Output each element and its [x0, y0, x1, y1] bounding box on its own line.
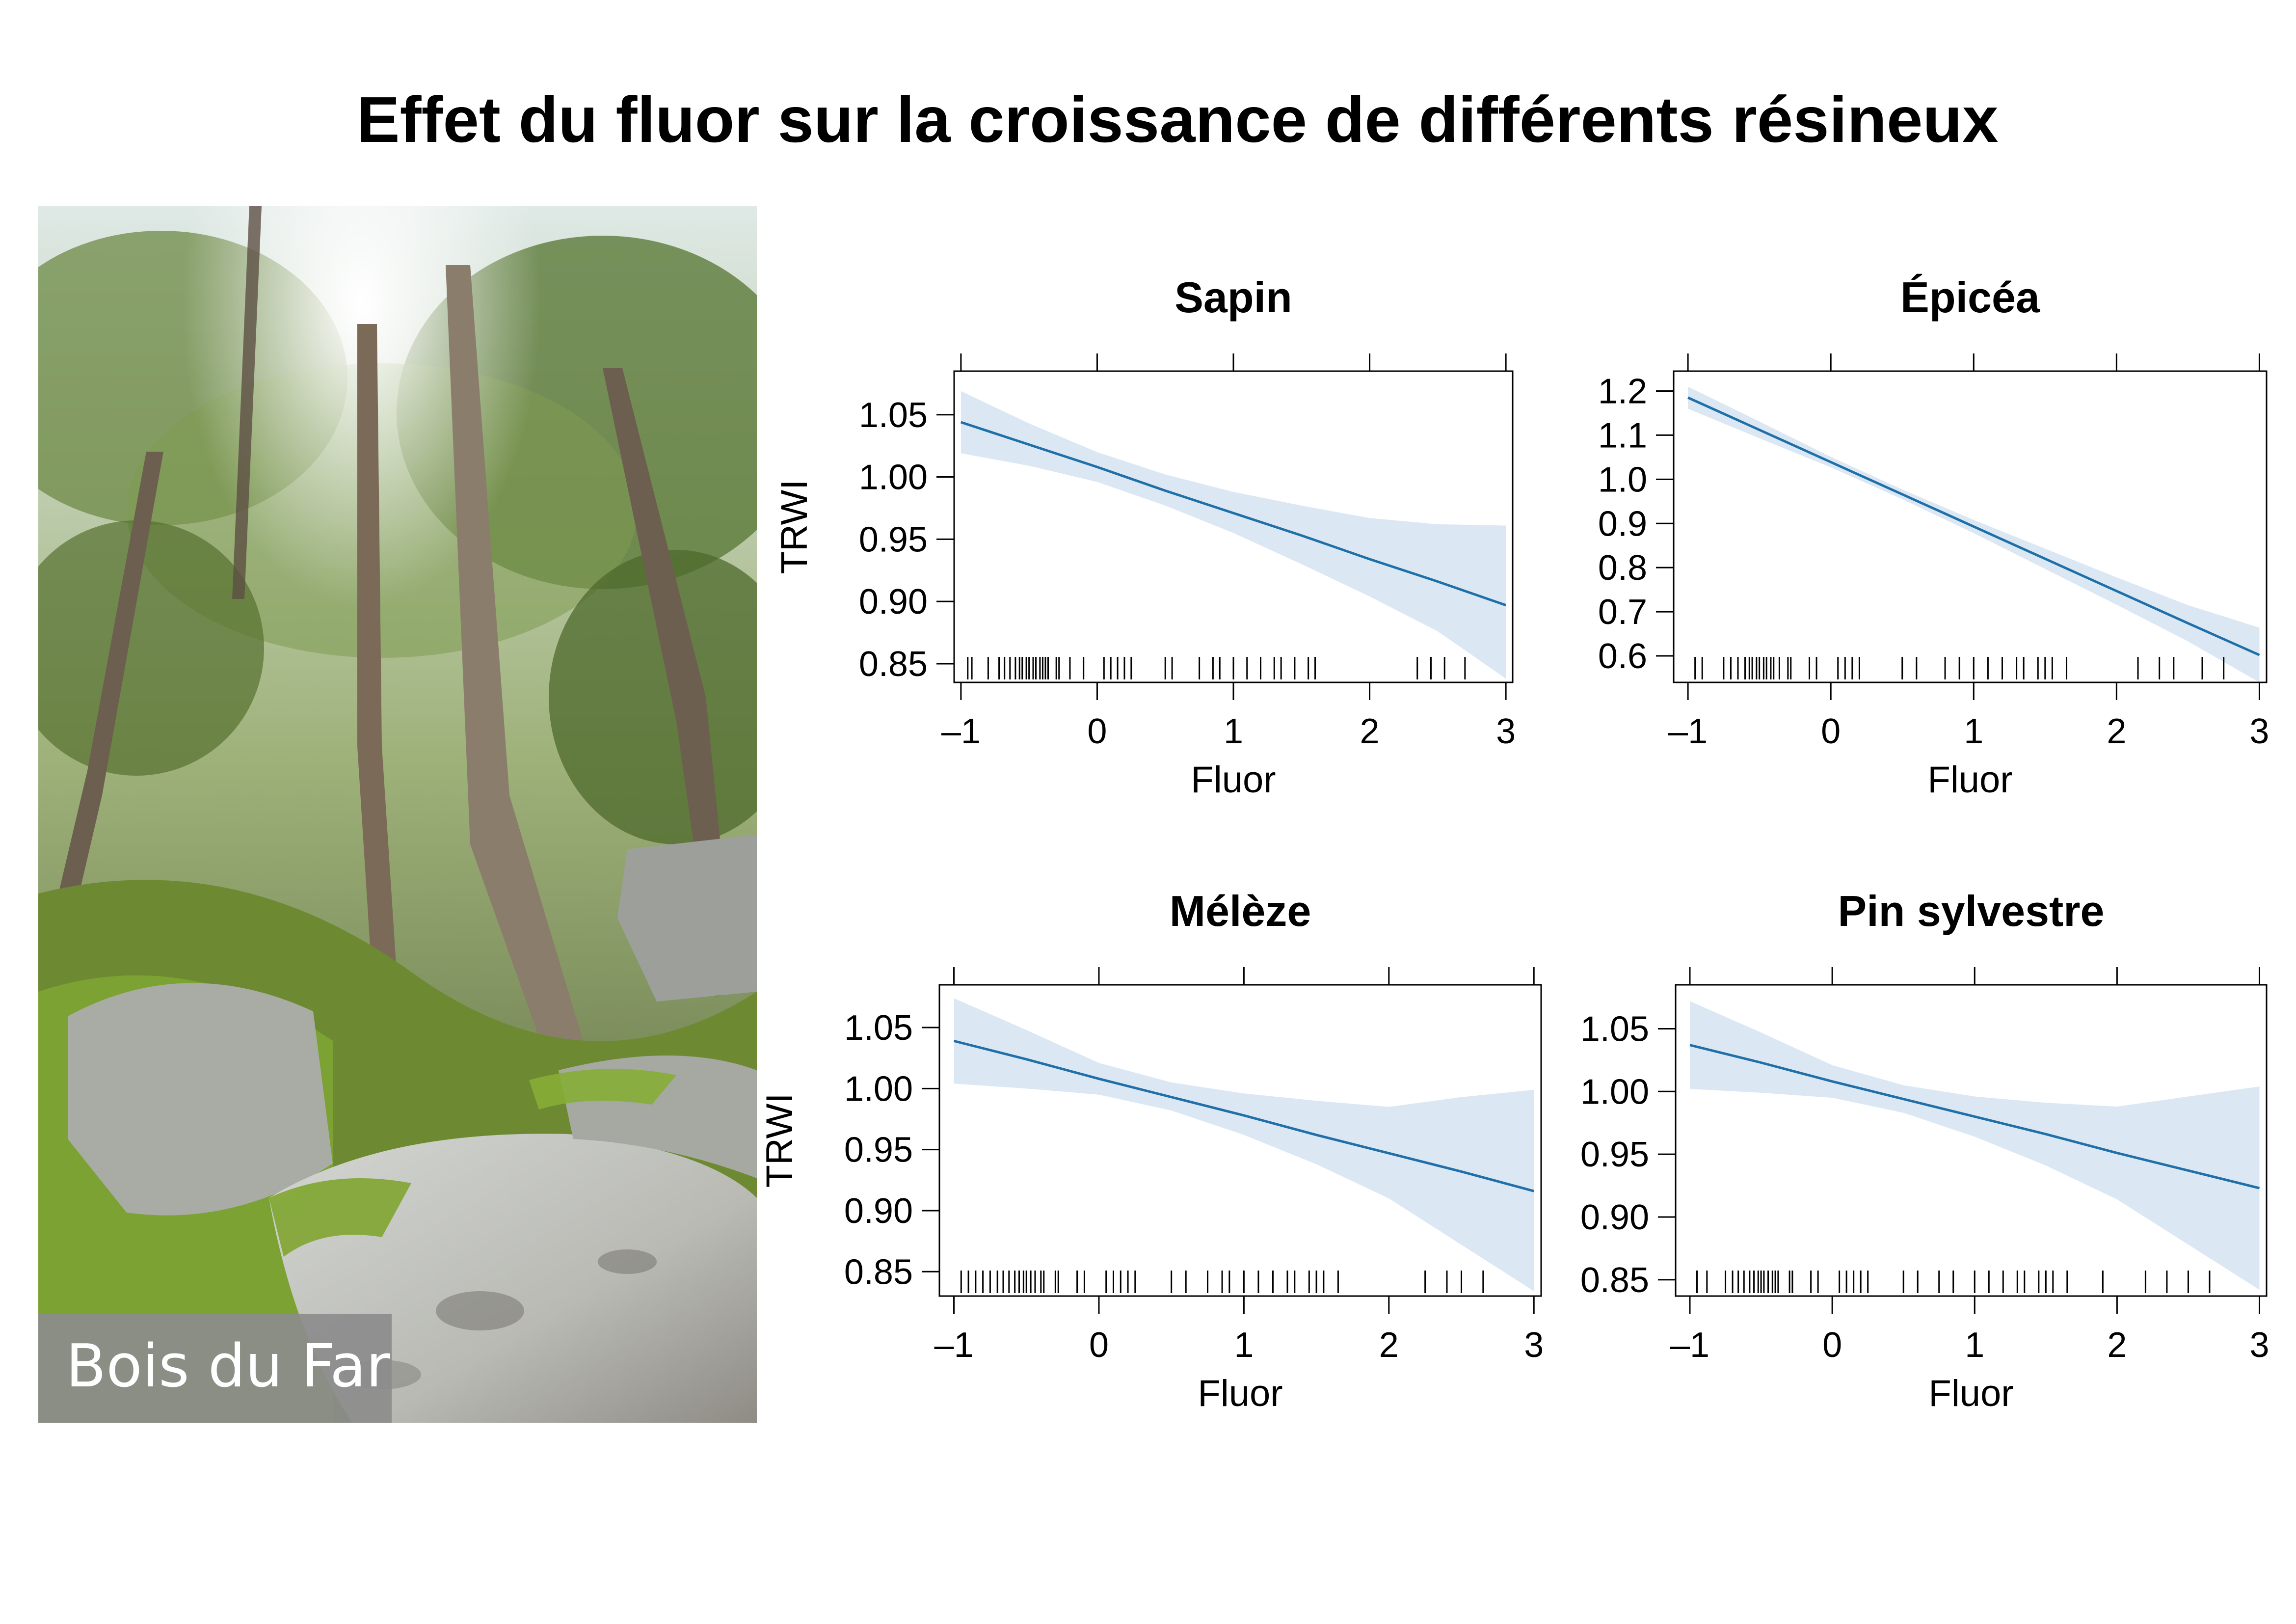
- x-tick-label: –1: [1668, 712, 1708, 751]
- chart-epicea: Épicéa –1 0 1 2 3 0.6 0.7 0.8 0.9 1.0 1.1 1.2 Fluor: [1598, 273, 2269, 801]
- panel-title: Mélèze: [1170, 887, 1311, 935]
- y-tick-label: 1.0: [1598, 460, 1647, 499]
- confidence-band: [961, 391, 1506, 679]
- x-axis-label: Fluor: [1198, 1373, 1282, 1414]
- fit-line: [953, 1039, 1534, 1192]
- y-tick-label: 0.8: [1598, 548, 1647, 588]
- plot-frame: [938, 984, 1542, 1297]
- fit-line: [961, 421, 1506, 607]
- y-tick-label: 0.6: [1598, 637, 1647, 676]
- x-axis-label: Fluor: [1928, 1373, 2013, 1414]
- x-tick-label: 2: [2107, 1326, 2127, 1365]
- x-tick-label: 1: [1234, 1326, 1254, 1365]
- x-axis-label: Fluor: [1191, 759, 1276, 801]
- fit-line: [1687, 396, 2260, 656]
- panel-title: Sapin: [1175, 273, 1292, 322]
- photo-caption: Bois du Far: [66, 1332, 390, 1401]
- y-tick-label: 1.2: [1598, 372, 1647, 411]
- x-tick-label: 1: [1965, 1326, 1984, 1365]
- y-tick-label: 0.7: [1598, 593, 1647, 632]
- x-tick-label: 3: [1524, 1326, 1544, 1365]
- x-tick-label: 1: [1964, 712, 1983, 751]
- forest-photo-illustration: [38, 206, 757, 1423]
- x-tick-label: 0: [1821, 712, 1841, 751]
- x-tick-label: 3: [2249, 712, 2269, 751]
- x-tick-label: –1: [934, 1326, 973, 1365]
- x-tick-label: 3: [1496, 712, 1516, 751]
- plot-frame: [1673, 370, 2268, 683]
- y-tick-label: 0.90: [859, 582, 928, 622]
- chart-meleze: Mélèze –1 0 1 2 3 0.85 0.90 0.95 1.00 1.05 Fluor TRW…: [759, 887, 1544, 1414]
- y-tick-label: 1.05: [859, 396, 928, 435]
- photo-caption-box: Bois du Far: [38, 1314, 392, 1423]
- plot-frame: [1675, 984, 2268, 1297]
- x-tick-label: 2: [1379, 1326, 1399, 1365]
- confidence-band: [1690, 1001, 2260, 1290]
- x-tick-label: 0: [1087, 712, 1107, 751]
- x-tick-label: 0: [1822, 1326, 1842, 1365]
- y-tick-label: 1.05: [1580, 1009, 1649, 1049]
- panel-title: Pin sylvestre: [1838, 887, 2105, 935]
- confidence-band: [954, 998, 1534, 1292]
- y-tick-label: 0.85: [844, 1252, 913, 1292]
- x-tick-label: –1: [941, 712, 981, 751]
- x-tick-label: 1: [1224, 712, 1243, 751]
- x-tick-label: 2: [1360, 712, 1380, 751]
- y-tick-label: 0.9: [1598, 504, 1647, 543]
- page-title: Effet du fluor sur la croissance de diff…: [356, 83, 1999, 156]
- y-axis-label: TRWI: [774, 480, 815, 574]
- y-tick-label: 1.1: [1598, 416, 1647, 455]
- x-tick-label: 0: [1089, 1326, 1109, 1365]
- y-tick-label: 0.95: [1580, 1135, 1649, 1174]
- y-tick-label: 1.05: [844, 1008, 913, 1048]
- y-axis-label: TRWI: [759, 1093, 801, 1188]
- confidence-band: [1688, 386, 2260, 682]
- panel-title: Épicéa: [1900, 273, 2040, 322]
- chart-pin-sylvestre: Pin sylvestre –1 0 1 2 3 0.85 0.90 0.95 1.00 1.05 F…: [1580, 887, 2269, 1414]
- y-tick-label: 0.85: [859, 645, 928, 684]
- y-tick-label: 1.00: [859, 458, 928, 497]
- forest-photo: Bois du Far: [38, 206, 757, 1423]
- x-tick-label: 2: [2107, 712, 2126, 751]
- y-tick-label: 0.95: [844, 1131, 913, 1170]
- fit-line: [1689, 1044, 2260, 1190]
- y-tick-label: 1.00: [844, 1069, 913, 1109]
- x-tick-label: 3: [2249, 1326, 2269, 1365]
- y-tick-label: 0.90: [1580, 1198, 1649, 1237]
- y-tick-label: 0.85: [1580, 1261, 1649, 1300]
- chart-sapin: Sapin –1 0 1 2 3 0.85 0.90 0.95 1.00 1.05 Fluor TRWI: [774, 273, 1516, 801]
- y-tick-label: 1.00: [1580, 1072, 1649, 1111]
- x-tick-label: –1: [1670, 1326, 1709, 1365]
- y-tick-label: 0.95: [859, 520, 928, 559]
- x-axis-label: Fluor: [1927, 759, 2012, 801]
- y-tick-label: 0.90: [844, 1191, 913, 1231]
